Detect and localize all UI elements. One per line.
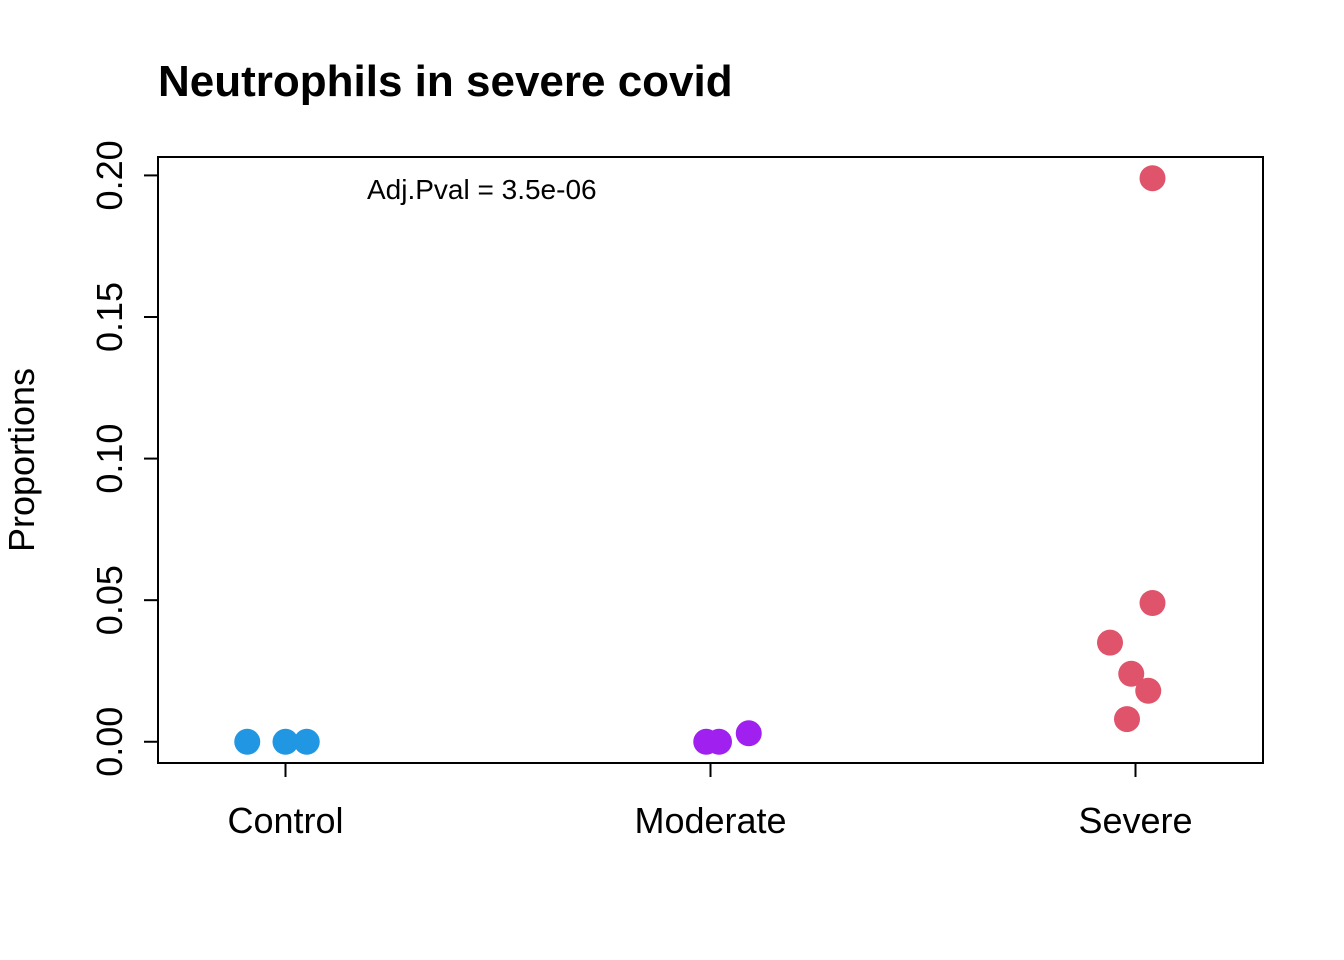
data-point	[234, 728, 261, 755]
data-point	[1118, 660, 1145, 687]
data-point	[293, 728, 320, 755]
data-point	[1139, 165, 1166, 192]
plot-frame	[157, 156, 1264, 764]
data-point	[1135, 677, 1162, 704]
y-tick-label: 0.05	[89, 565, 130, 635]
y-axis-label: Proportions	[1, 368, 42, 552]
data-point	[706, 728, 732, 755]
x-axis: Control Moderate Severe	[227, 762, 1193, 841]
x-tick-label: Severe	[1078, 800, 1192, 841]
y-axis: 0.00 0.05 0.10 0.15 0.20	[89, 140, 159, 777]
y-tick-label: 0.10	[89, 424, 130, 494]
data-point	[735, 720, 762, 747]
data-point	[272, 728, 299, 755]
data-points	[234, 165, 1166, 755]
data-point	[1097, 629, 1123, 656]
x-tick-label: Control	[227, 800, 343, 841]
y-tick-label: 0.15	[89, 282, 130, 352]
data-point	[1139, 590, 1166, 617]
y-tick-label: 0.00	[89, 707, 130, 777]
data-point	[1114, 706, 1140, 733]
chart-title: Neutrophils in severe covid	[158, 57, 733, 106]
x-tick-label: Moderate	[634, 800, 786, 841]
y-tick-label: 0.20	[89, 140, 130, 210]
p-value-annotation: Adj.Pval = 3.5e-06	[367, 174, 597, 205]
